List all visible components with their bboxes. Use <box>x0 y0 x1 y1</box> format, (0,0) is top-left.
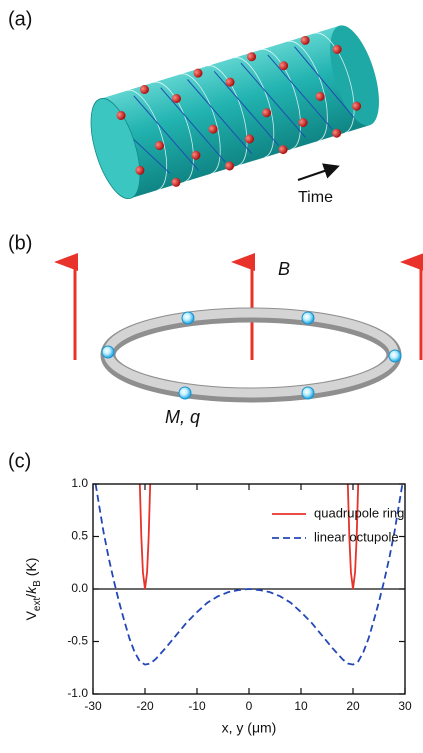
y-tick-label: 0.5 <box>71 529 88 543</box>
x-tick-label: -20 <box>136 699 154 713</box>
x-tick-label: 10 <box>294 699 308 713</box>
x-axis-title: x, y (μm) <box>222 720 277 736</box>
arrow-label: Time <box>298 189 333 206</box>
y-axis-title: Vext/kB (K) <box>23 558 43 621</box>
cylinder <box>90 25 379 200</box>
x-tick-label: -30 <box>84 699 102 713</box>
y-axis-title-part: B <box>32 580 43 587</box>
y-axis-title-part: ext <box>32 598 43 612</box>
line-series <box>94 484 404 666</box>
y-axis-title-part: k <box>23 586 39 594</box>
x-tick-label: -10 <box>188 699 206 713</box>
y-axis-title-part: / <box>23 594 39 598</box>
panel-label: (c) <box>8 450 31 472</box>
x-tick-label: 30 <box>398 699 412 713</box>
field-label: B <box>278 259 290 279</box>
legend-label: linear octupole <box>314 529 399 544</box>
panel-label: (b) <box>8 232 32 254</box>
y-tick-label: -0.5 <box>67 634 88 648</box>
y-tick-label: -1.0 <box>67 686 88 700</box>
time-arrow <box>297 163 340 181</box>
ions <box>101 311 402 400</box>
x-tick-label: 0 <box>246 699 253 713</box>
line-series <box>138 484 360 590</box>
y-axis-title-part: (K) <box>23 558 39 581</box>
legend-label: quadrupole ring <box>314 505 404 520</box>
y-tick-label: 0.0 <box>71 581 88 595</box>
panel-label: (a) <box>8 8 32 30</box>
x-tick-label: 20 <box>346 699 360 713</box>
plot: -30 -20 -10 0 10 20 30 -1.0 -0.5 0.0 0.5 1.0 quadrup… <box>23 476 412 736</box>
y-axis-title-part: V <box>23 610 39 620</box>
ion-label: M, q <box>165 407 200 427</box>
plot-frame <box>92 483 406 695</box>
y-tick-label: 1.0 <box>71 476 88 490</box>
